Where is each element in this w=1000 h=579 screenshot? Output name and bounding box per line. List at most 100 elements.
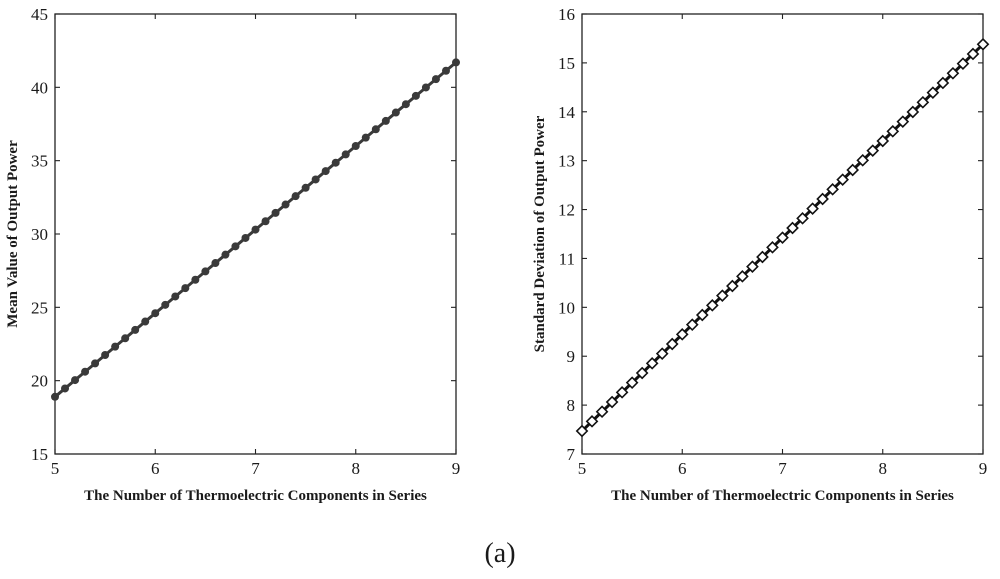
data-point [391,108,400,117]
data-point [695,308,709,322]
data-point [746,260,759,274]
data-point [685,318,699,332]
y-tick-label: 40 [31,78,48,97]
data-point [431,75,440,84]
data-point [381,116,390,125]
data-point [361,133,370,142]
data-point [956,57,970,70]
data-point [856,153,870,167]
y-tick-label: 7 [567,445,576,464]
figure-caption: (a) [484,538,515,569]
y-axis-label: Standard Deviation of Output Power [532,115,548,352]
data-point [966,47,980,61]
y-tick-label: 11 [559,249,575,268]
data-point [121,334,130,343]
data-point [411,91,420,100]
y-tick-label: 10 [558,298,575,317]
data-point [946,66,960,80]
data-point [786,221,799,235]
y-tick-label: 14 [558,103,576,122]
x-tick-label: 6 [678,459,687,478]
data-point [371,125,380,134]
data-point [171,292,180,301]
data-point [231,242,240,251]
data-point [271,208,280,217]
x-tick-label: 8 [879,459,888,478]
data-point [421,83,430,92]
data-point [585,415,599,428]
x-tick-label: 9 [452,459,461,478]
data-point [756,250,769,264]
data-point [241,233,250,242]
data-point [625,376,639,390]
y-tick-label: 13 [558,152,575,171]
x-axis-label: The Number of Thermoelectric Components … [611,488,954,504]
data-point [886,124,900,138]
data-point [766,240,779,254]
y-tick-label: 8 [567,396,576,415]
y-tick-label: 12 [558,201,575,220]
x-tick-label: 6 [151,459,160,478]
x-tick-label: 5 [578,459,587,478]
data-point [595,405,609,419]
x-tick-label: 5 [51,459,60,478]
data-point [976,37,990,51]
data-point [826,182,839,196]
data-point [261,217,270,226]
data-point [91,359,100,368]
data-point [341,150,350,159]
x-tick-label: 9 [979,459,988,478]
y-tick-label: 15 [558,54,575,73]
data-point [716,289,729,303]
data-point [806,202,819,215]
data-point [866,144,880,157]
x-tick-label: 7 [778,459,787,478]
data-point [726,279,739,293]
data-point [161,300,170,309]
data-point [846,163,860,177]
data-point [645,357,659,370]
data-point [401,100,410,109]
y-tick-label: 15 [31,445,48,464]
data-point [251,225,260,234]
data-point [836,173,849,186]
data-point [141,317,150,326]
data-point [151,309,160,318]
y-tick-label: 20 [31,372,48,391]
data-point [191,275,200,284]
data-point [796,211,809,225]
data-point [441,66,450,75]
data-point [665,337,679,351]
y-axis-label: Mean Value of Output Power [5,140,21,328]
y-tick-label: 25 [31,298,48,317]
data-point [131,325,140,334]
data-point [936,76,950,90]
data-point [101,351,110,359]
data-point [906,105,920,119]
data-point [655,347,669,361]
data-point [705,299,719,312]
data-point [61,384,70,393]
data-point [111,342,120,351]
data-point [211,259,220,268]
data-point [776,231,789,245]
data-point [816,192,829,206]
data-point [311,175,320,184]
data-point [575,424,589,438]
data-point [71,376,80,385]
y-tick-label: 16 [558,5,575,24]
data-point [321,167,330,176]
data-point [301,183,310,192]
y-tick-label: 45 [31,5,48,24]
mean-power-chart: 5 6 7 8 9 15 20 25 30 35 40 45 The Number of Thermoe… [5,5,460,504]
data-point [281,200,290,209]
data-point [736,270,749,283]
x-axis-label: The Number of Thermoelectric Components … [84,488,427,504]
data-point [81,367,90,376]
data-point [615,386,629,399]
y-tick-label: 30 [31,225,48,244]
data-point [201,267,210,276]
data-point [452,58,460,67]
data-point [331,158,340,167]
